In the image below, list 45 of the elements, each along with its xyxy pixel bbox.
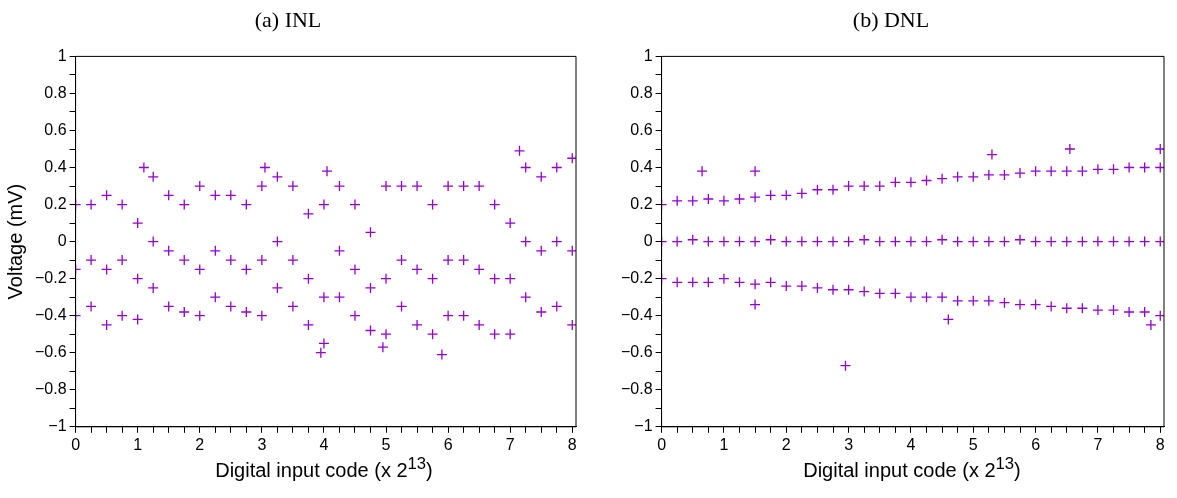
x-axis-title: Digital input code (x 2$^{13}$): [802, 454, 1022, 482]
x-tick-label: 3: [257, 435, 267, 453]
x-tick-label: 8: [567, 435, 577, 453]
x-tick-label: 7: [1093, 435, 1103, 453]
y-tick-label: 0.8: [44, 83, 67, 101]
x-tick-label: 0: [657, 435, 667, 453]
y-tick-label: 0: [57, 232, 67, 250]
y-tick-label: 0.2: [44, 194, 67, 212]
y-tick-label: 0.2: [630, 194, 653, 212]
y-axis-title: Voltage (mV): [3, 183, 26, 300]
y-tick-label: −0.4: [34, 306, 67, 324]
x-axis-title: Digital input code (x 2$^{13}$): [214, 454, 434, 482]
chart-title: (b) DNL: [852, 6, 930, 32]
chart-title: (a) INL: [254, 6, 322, 32]
y-tick-label: 1: [57, 46, 67, 64]
y-tick-label: −0.2: [34, 269, 67, 287]
y-tick-label: 0.4: [630, 157, 653, 175]
x-tick-label: 5: [381, 435, 391, 453]
y-tick-label: 0.8: [630, 83, 653, 101]
y-tick-label: −0.2: [620, 269, 653, 287]
y-tick-label: −0.6: [620, 343, 653, 361]
x-tick-label: 6: [443, 435, 453, 453]
y-tick-label: −0.8: [34, 380, 67, 398]
y-tick-label: −1: [634, 417, 653, 435]
x-tick-label: 3: [844, 435, 854, 453]
x-tick-label: 5: [968, 435, 978, 453]
y-tick-label: −0.6: [34, 343, 67, 361]
x-tick-label: 1: [719, 435, 729, 453]
x-tick-label: 2: [781, 435, 791, 453]
x-tick-label: 0: [71, 435, 81, 453]
x-tick-label: 7: [505, 435, 515, 453]
y-tick-label: 0.6: [630, 120, 653, 138]
y-tick-label: −0.4: [620, 306, 653, 324]
y-tick-label: 0.6: [44, 120, 67, 138]
y-tick-label: −0.8: [620, 380, 653, 398]
y-tick-label: −1: [48, 417, 67, 435]
y-tick-label: 0.4: [44, 157, 67, 175]
x-tick-label: 4: [906, 435, 916, 453]
x-tick-label: 4: [319, 435, 329, 453]
x-tick-label: 6: [1031, 435, 1041, 453]
x-tick-label: 1: [133, 435, 143, 453]
y-tick-label: 1: [643, 46, 653, 64]
x-tick-label: 8: [1155, 435, 1165, 453]
y-tick-label: 0: [643, 232, 653, 250]
x-tick-label: 2: [195, 435, 205, 453]
